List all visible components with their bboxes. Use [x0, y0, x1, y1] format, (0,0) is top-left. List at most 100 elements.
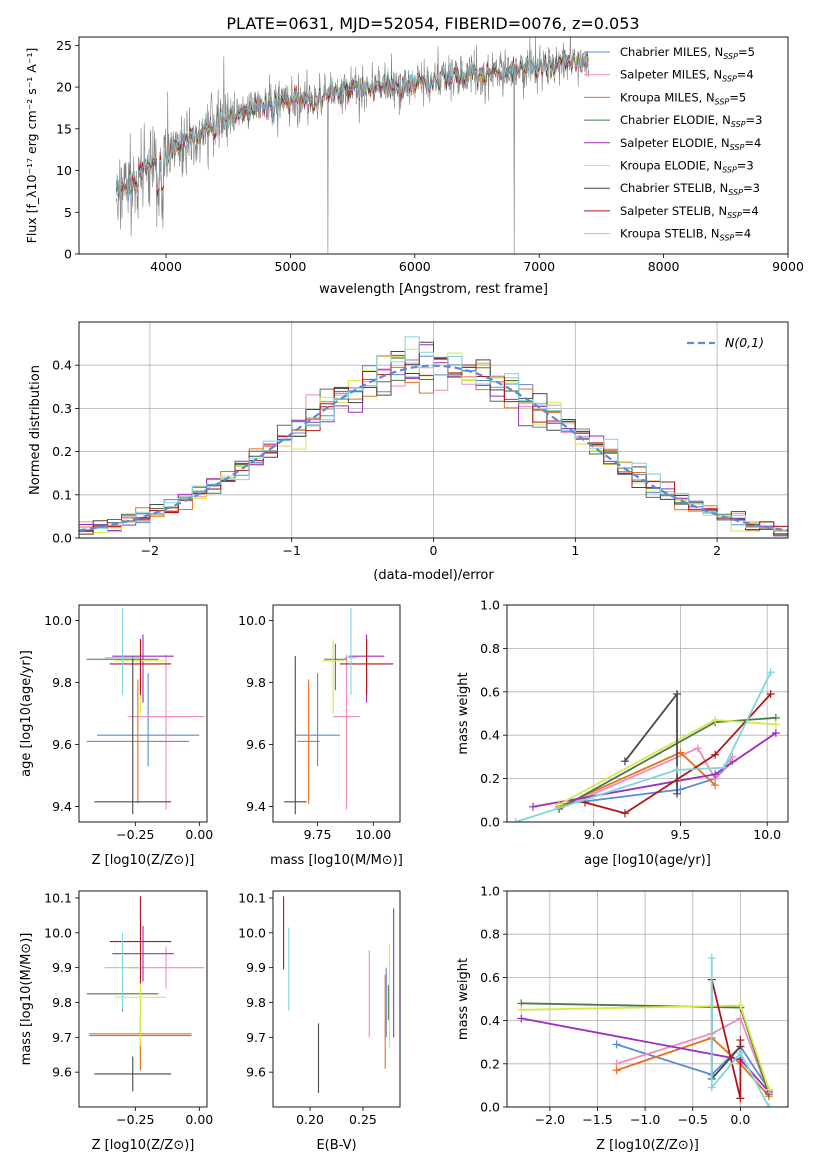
y-tick-label: 0.0: [480, 1100, 500, 1115]
legend-label-sub: SSP: [722, 166, 737, 175]
weight-point-marker: [736, 1036, 745, 1045]
x-tick-label: 2: [713, 543, 721, 558]
error-bars: [86, 896, 205, 1092]
weight-line: [584, 693, 772, 815]
legend-label-main: Kroupa ELODIE, N: [620, 159, 722, 173]
errorbar-salpeter-elodie: [112, 925, 174, 982]
errorbar-salpeter-stelib: [109, 639, 172, 695]
ticks: 4000 5000 6000 7000 8000 9000 0 5 10 15 20 25: [56, 38, 804, 274]
weight-point-marker: [736, 1049, 745, 1057]
y-tick-label: 0.3: [52, 401, 72, 416]
y-tick-label: 10.0: [44, 925, 72, 940]
y-tick-label: 1.0: [480, 598, 500, 613]
weight-point-marker: [672, 789, 681, 798]
x-tick-label: −1.0: [630, 1112, 660, 1127]
axes-frame: [272, 890, 401, 1108]
legend-label-tail: =3: [737, 159, 754, 173]
x-tick-label: −2.0: [535, 1112, 565, 1127]
legend-label-sub: SSP: [715, 97, 730, 106]
histogram-kroupa-stelib: [79, 336, 788, 533]
errorbar-chabrier-stelib: [284, 656, 307, 815]
weight-line: [515, 671, 772, 822]
y-tick-label: 9.7: [246, 1030, 266, 1045]
weight-point-marker: [736, 1094, 745, 1103]
errorbar-chabrier-elodie: [324, 643, 347, 691]
x-tick-label: 0.00: [185, 1112, 213, 1127]
axes-frame: [272, 604, 401, 823]
legend-label-salpeter-miles: Salpeter MILES, NSSP=4: [620, 68, 754, 84]
y-tick-label: 0.4: [480, 1013, 500, 1028]
legend-label-main: Chabrier STELIB, N: [620, 181, 728, 195]
spectrum-lines: [115, 37, 589, 254]
x-axis-label: Z [log10(Z/Z⊙)]: [92, 853, 195, 868]
weight-series-salpeter-stelib: [581, 689, 775, 818]
x-tick-label: 9.75: [304, 827, 332, 842]
legend-label-kroupa-miles: Kroupa MILES, NSSP=5: [620, 90, 746, 106]
grid: [507, 890, 788, 1108]
legend-label-tail: =3: [746, 113, 763, 127]
y-axis-label: mass weight: [456, 672, 471, 754]
grid: [507, 604, 788, 823]
z-age-panel: −0.25 0.00 9.4 9.6 9.8 10.0 Z [log10(Z/Z⊙)] age…: [19, 604, 213, 868]
y-tick-label: 9.9: [246, 960, 266, 975]
errorbar-kroupa-elodie: [114, 979, 167, 1047]
legend-label-tail: =5: [729, 90, 746, 104]
legend-label-main: Kroupa MILES, N: [620, 90, 715, 104]
weight-point-marker: [711, 750, 720, 759]
errorbar-salpeter-stelib: [109, 896, 172, 984]
y-tick-label: 9.6: [246, 1065, 266, 1080]
errorbar-salpeter-stelib: [339, 639, 394, 695]
x-axis-label: Z [log10(Z/Z⊙)]: [596, 1138, 699, 1153]
x-tick-label: 7000: [523, 259, 555, 274]
legend-label-tail: =4: [742, 204, 759, 218]
y-tick-label: 0.6: [480, 970, 500, 985]
weight-point-marker: [766, 668, 775, 677]
weight-point-marker: [764, 1085, 773, 1094]
weight-lines: [517, 953, 773, 1107]
legend-label-main: Chabrier MILES, N: [620, 45, 723, 59]
y-tick-label: 10.1: [44, 890, 72, 905]
legend-label-chabrier-elodie: Chabrier ELODIE, NSSP=3: [620, 113, 762, 129]
errorbar-salpeter-miles: [333, 654, 360, 810]
x-axis-label: E(B-V): [316, 1138, 356, 1153]
weight-point-marker: [707, 1083, 716, 1092]
legend-label-tail: =3: [743, 181, 760, 195]
errorbar-chabrier-miles: [96, 673, 200, 767]
x-axis-label: (data-model)/error: [373, 568, 494, 583]
axes-frame: [506, 604, 789, 823]
histograms: [79, 336, 788, 537]
errorbar-kroupa-miles: [86, 679, 190, 804]
y-tick-label: 10.0: [44, 613, 72, 628]
x-tick-label: 10.0: [753, 827, 781, 842]
ticks: −2 −1 0 1 2 0.0 0.1 0.2 0.3 0.4: [52, 358, 721, 558]
weight-point-marker: [771, 720, 780, 729]
x-axis-label: mass [log10(M/M⊙)]: [270, 853, 403, 868]
y-tick-label: 9.8: [246, 995, 266, 1010]
y-axis-label: age [log10(age/yr)]: [19, 650, 34, 777]
ebv-mass-panel: 0.20 0.25 9.6 9.7 9.8 9.9 10.0 10.1 E(B-V): [238, 890, 401, 1153]
y-tick-label: 20: [56, 80, 72, 95]
weight-point-marker: [517, 1005, 526, 1014]
legend-label-sub: SSP: [723, 52, 738, 61]
age-massweight-panel: 9.0 9.5 10.0 0.0 0.2 0.4 0.6 0.8 1.0 age [log10(a…: [456, 598, 789, 868]
y-tick-label: 1.0: [480, 884, 500, 899]
x-tick-label: 0.00: [185, 827, 213, 842]
y-tick-label: 10: [56, 163, 72, 178]
legend-label-kroupa-stelib: Kroupa STELIB, NSSP=4: [620, 227, 751, 243]
axes-frame: [78, 321, 789, 539]
y-tick-label: 0.6: [480, 684, 500, 699]
x-tick-label: −0.25: [116, 1112, 154, 1127]
ticks: −0.25 0.00 9.6 9.7 9.8 9.9 10.0 10.1: [44, 890, 213, 1127]
errorbar-kroupa-elodie: [322, 639, 345, 714]
x-axis-label: age [log10(age/yr)]: [584, 853, 711, 868]
legend-label-tail: =5: [738, 45, 755, 59]
y-axis-label: Flux [f_λ10⁻¹⁷ erg cm⁻² s⁻¹ A⁻¹]: [24, 48, 39, 244]
y-tick-label: 9.8: [52, 675, 72, 690]
weight-line: [532, 732, 777, 808]
weight-point-marker: [711, 781, 720, 790]
model-spectrum-kroupa-stelib: [115, 51, 589, 198]
weight-line: [710, 979, 742, 1099]
weight-point-marker: [764, 1103, 773, 1107]
weight-series-kroupa-stelib: [707, 953, 773, 1107]
